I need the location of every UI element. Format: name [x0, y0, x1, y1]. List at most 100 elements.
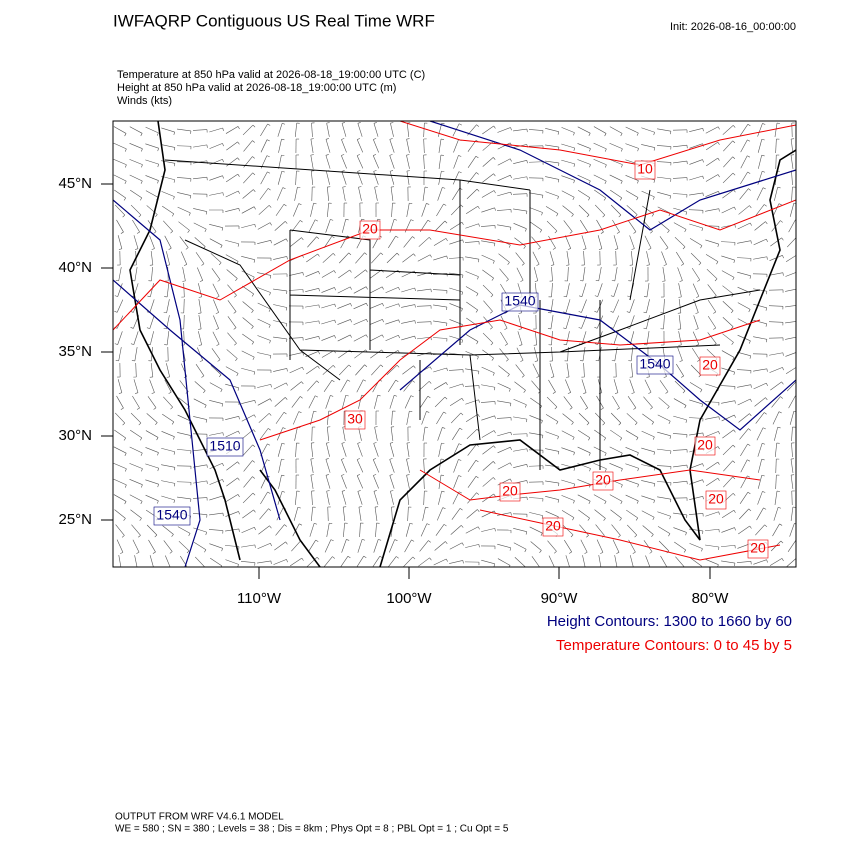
wind-barb-flag — [458, 155, 462, 157]
wind-barb-flag — [653, 147, 656, 151]
wind-barb — [353, 334, 367, 342]
wind-barb-flag — [749, 413, 752, 417]
wind-barb — [467, 492, 477, 504]
wind-barb — [721, 400, 735, 404]
wind-barb-flag — [341, 154, 345, 156]
wind-barb — [577, 126, 591, 134]
wind-barb — [177, 192, 191, 196]
wind-barb — [321, 350, 335, 358]
state-borders — [164, 159, 761, 470]
wind-barb — [755, 524, 765, 536]
wind-barb-flag — [651, 213, 654, 217]
wind-barb — [579, 524, 589, 536]
wind-barb — [565, 315, 571, 329]
wind-barb — [514, 237, 526, 247]
wind-barb — [276, 427, 284, 441]
wind-barb-flag — [493, 125, 496, 129]
wind-barb — [406, 171, 410, 185]
wind-barb — [775, 474, 777, 490]
wind-barb — [545, 206, 559, 214]
wind-barb-flag — [138, 535, 141, 538]
wind-barb — [339, 252, 349, 264]
wind-barb-flag — [373, 122, 377, 124]
wind-barb-flag — [283, 412, 287, 415]
wind-barb-flag — [588, 501, 591, 504]
wind-barb-flag — [410, 395, 414, 398]
wind-barb-flag — [185, 247, 189, 250]
wind-barb-flag — [458, 475, 462, 477]
wind-barb-flag — [253, 259, 256, 263]
wind-barb — [534, 331, 538, 345]
wind-barb-flag — [166, 264, 170, 266]
wind-barb-flag — [220, 565, 223, 567]
wind-barb-flag — [357, 474, 361, 476]
wind-barb — [369, 286, 383, 294]
wind-barb-flag — [536, 263, 540, 266]
wind-barb — [692, 331, 700, 345]
wind-barb-flag — [702, 496, 704, 500]
wind-barb-flag — [394, 395, 398, 397]
wind-barb-flag — [347, 379, 351, 382]
wind-barb-flag — [270, 543, 272, 547]
wind-barb-flag — [285, 238, 288, 242]
wind-barb — [373, 123, 379, 137]
wind-barb — [610, 429, 622, 439]
wind-barb-flag — [396, 556, 399, 559]
wind-barb — [290, 237, 302, 247]
wind-barb-flag — [617, 535, 621, 538]
wind-barb-flag — [234, 343, 237, 346]
wind-barb — [213, 299, 219, 313]
wind-barb-flag — [781, 381, 784, 385]
wind-barb — [582, 347, 586, 361]
wind-barb — [737, 302, 751, 310]
wind-barb — [369, 334, 383, 342]
wind-barb — [192, 497, 208, 499]
wind-barb-flag — [134, 569, 137, 570]
wind-barb-flag — [557, 436, 559, 440]
wind-barb-flag — [157, 468, 159, 472]
wind-barb — [323, 380, 333, 392]
wind-barb — [294, 187, 298, 201]
wind-barb — [673, 415, 687, 421]
wind-barb — [466, 317, 478, 327]
wind-barb-flag — [663, 264, 667, 266]
wind-barb-flag — [680, 375, 684, 378]
wind-barb — [356, 459, 364, 473]
wind-barb-flag — [557, 499, 560, 503]
wind-barb-flag — [797, 381, 799, 383]
wind-barb — [341, 139, 347, 153]
temperature-label: 20 — [362, 221, 378, 237]
wind-barb — [497, 400, 511, 404]
wind-barb — [597, 283, 603, 297]
wind-barb-flag — [285, 397, 288, 400]
wind-barb-flag — [799, 289, 800, 292]
wind-barb-flag — [477, 526, 480, 530]
wind-barb — [707, 332, 717, 344]
wind-barb — [451, 427, 461, 441]
wind-barb — [241, 350, 255, 358]
wind-barb-flag — [302, 272, 304, 276]
wind-barb-flag — [412, 556, 416, 560]
wind-barb — [342, 187, 346, 201]
wind-barb — [516, 267, 524, 281]
wind-barb-flag — [285, 323, 288, 327]
wind-barb — [453, 459, 459, 473]
wind-barb-flag — [573, 483, 575, 487]
wind-barb-flag — [330, 539, 334, 542]
wind-barb — [289, 272, 303, 276]
wind-barb — [545, 144, 559, 148]
wind-barb — [610, 189, 622, 199]
wind-barb — [530, 541, 542, 551]
wind-barb — [114, 189, 126, 199]
wind-barb-flag — [669, 516, 671, 520]
wind-barb-flag — [189, 435, 192, 439]
wind-barb — [450, 204, 462, 216]
wind-barb — [481, 510, 495, 518]
wind-barb — [657, 414, 671, 422]
wind-barb — [769, 352, 783, 356]
wind-barb-flag — [331, 235, 335, 239]
wind-barb — [337, 303, 351, 309]
wind-barb — [193, 542, 207, 550]
wind-barb — [625, 494, 639, 502]
wind-barb-flag — [199, 360, 203, 362]
